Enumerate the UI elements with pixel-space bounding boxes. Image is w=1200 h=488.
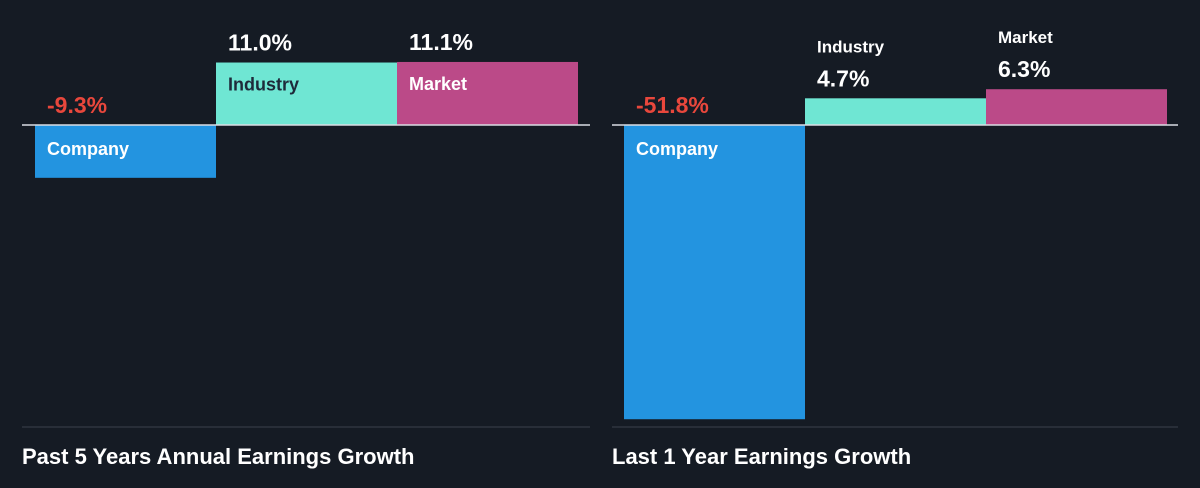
category-label-industry: Industry	[817, 37, 885, 56]
value-label-market: 11.1%	[409, 29, 473, 55]
value-label-market: 6.3%	[998, 56, 1050, 82]
category-label-market: Market	[409, 74, 467, 94]
value-label-company: -9.3%	[47, 92, 107, 118]
bar-industry	[805, 98, 986, 125]
bar-market	[397, 61, 578, 125]
category-label-industry: Industry	[228, 75, 299, 95]
bar-company	[35, 125, 216, 178]
bar-company	[624, 125, 805, 420]
bar-industry	[216, 62, 397, 125]
category-label-company: Company	[47, 139, 129, 159]
chart-title-past-5-years: Past 5 Years Annual Earnings Growth	[22, 444, 415, 469]
chart-title-last-1-year: Last 1 Year Earnings Growth	[612, 444, 912, 469]
bar-market	[986, 89, 1167, 125]
value-label-industry: 4.7%	[817, 65, 869, 91]
panel-last-1-year: Company -51.8% Industry 4.7% Market 6.3%	[612, 28, 1178, 428]
value-label-industry: 11.0%	[228, 30, 292, 56]
category-label-company: Company	[636, 139, 718, 159]
category-label-market: Market	[998, 28, 1053, 47]
value-label-company: -51.8%	[636, 92, 709, 118]
panel-past-5-years: Company -9.3% Industry 11.0% Market 11.1%	[22, 29, 590, 428]
